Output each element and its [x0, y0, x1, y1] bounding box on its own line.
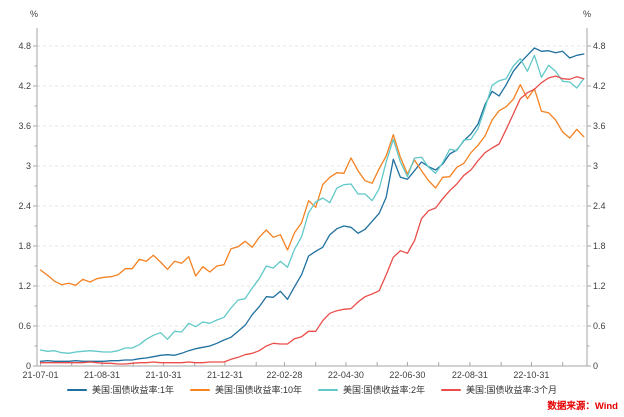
svg-text:1.8: 1.8: [18, 241, 31, 251]
legend: 美国:国债收益率:1年 美国:国债收益率:10年 美国:国债收益率:2年 美国:…: [0, 383, 624, 396]
svg-text:3: 3: [593, 161, 598, 171]
legend-label-2y: 美国:国债收益率:2年: [343, 385, 426, 395]
legend-label-10y: 美国:国债收益率:10年: [214, 385, 302, 395]
svg-text:22-06-30: 22-06-30: [389, 370, 425, 380]
legend-label-1y: 美国:国债收益率:1年: [91, 385, 174, 395]
legend-item-3m: 美国:国债收益率:3个月: [441, 383, 557, 396]
svg-text:0.6: 0.6: [18, 321, 31, 331]
svg-text:4.2: 4.2: [18, 81, 31, 91]
legend-swatch-3m: [441, 388, 462, 391]
y-axis-unit-left: %: [30, 9, 39, 19]
svg-text:22-10-31: 22-10-31: [513, 370, 549, 380]
svg-text:21-08-31: 21-08-31: [84, 370, 120, 380]
svg-text:0: 0: [26, 361, 31, 371]
svg-text:21-07-01: 21-07-01: [22, 370, 58, 380]
data-source-note: 数据来源：Wind: [547, 401, 618, 412]
svg-text:1.2: 1.2: [593, 281, 606, 291]
legend-swatch-2y: [318, 388, 338, 391]
legend-swatch-10y: [189, 388, 210, 391]
svg-text:3.6: 3.6: [18, 121, 31, 131]
svg-text:1.8: 1.8: [593, 241, 606, 251]
legend-item-1y: 美国:国债收益率:1年: [66, 383, 174, 396]
svg-text:2.4: 2.4: [593, 201, 606, 211]
svg-text:0: 0: [593, 361, 598, 371]
svg-text:21-12-31: 21-12-31: [207, 370, 243, 380]
svg-text:22-04-30: 22-04-30: [328, 370, 364, 380]
svg-text:21-10-31: 21-10-31: [145, 370, 181, 380]
svg-text:22-02-28: 22-02-28: [266, 370, 302, 380]
svg-text:3.6: 3.6: [593, 121, 606, 131]
legend-item-2y: 美国:国债收益率:2年: [318, 383, 425, 396]
legend-item-10y: 美国:国债收益率:10年: [189, 383, 302, 396]
svg-text:2.4: 2.4: [18, 201, 31, 211]
svg-text:4.2: 4.2: [593, 81, 606, 91]
y-axis-unit-right: %: [583, 9, 592, 19]
svg-text:4.8: 4.8: [18, 41, 31, 51]
svg-text:4.8: 4.8: [593, 41, 606, 51]
svg-text:0.6: 0.6: [593, 321, 606, 331]
legend-swatch-1y: [66, 388, 87, 391]
svg-text:3: 3: [26, 161, 31, 171]
svg-text:1.2: 1.2: [18, 281, 31, 291]
svg-text:22-08-31: 22-08-31: [452, 370, 488, 380]
legend-label-3m: 美国:国债收益率:3个月: [466, 385, 558, 395]
